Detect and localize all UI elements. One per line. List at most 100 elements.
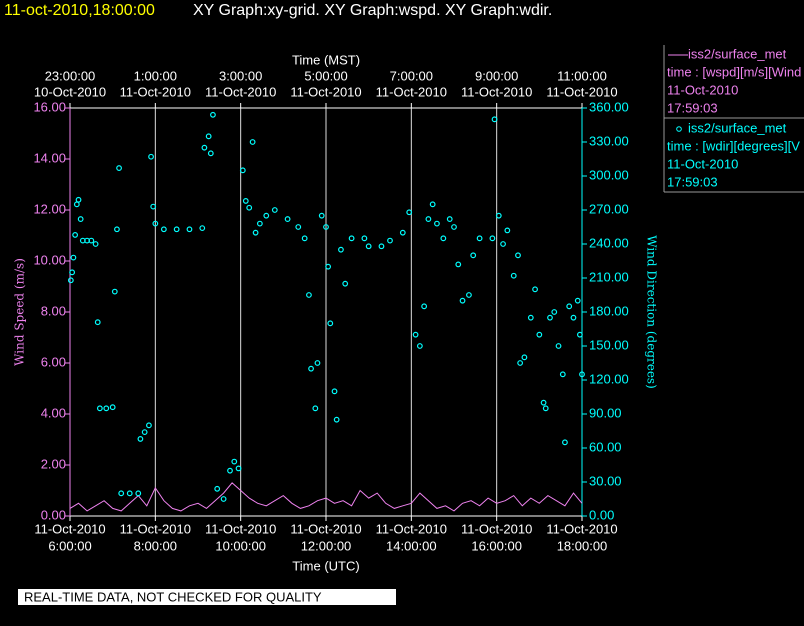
direction-point xyxy=(323,224,329,230)
y2-tick-label: 300.00 xyxy=(589,167,629,182)
direction-point xyxy=(114,226,120,233)
x2-tick-label: 10-Oct-2010 xyxy=(34,84,106,99)
x-tick-label: 11-Oct-2010 xyxy=(461,521,532,536)
direction-point xyxy=(214,485,221,492)
direction-point xyxy=(348,235,355,242)
direction-point xyxy=(470,252,477,259)
direction-point xyxy=(227,467,233,474)
direction-point xyxy=(566,303,573,310)
direction-point xyxy=(421,303,428,310)
direction-point xyxy=(574,297,581,304)
direction-point xyxy=(148,153,154,160)
direction-point xyxy=(239,167,246,174)
speed-line xyxy=(69,482,583,512)
direction-point xyxy=(186,226,193,233)
direction-point xyxy=(146,422,152,429)
direction-point xyxy=(67,277,74,284)
y-tick-label: 0.00 xyxy=(41,507,66,522)
direction-point xyxy=(301,235,308,242)
direction-point xyxy=(249,139,256,145)
x-tick-label: 14:00:00 xyxy=(386,538,437,553)
y2-tick-label: 150.00 xyxy=(589,337,629,352)
direction-point xyxy=(70,254,77,261)
direction-point xyxy=(72,232,79,238)
y2-tick-label: 60.00 xyxy=(589,439,622,454)
direction-point xyxy=(338,246,344,253)
direction-point xyxy=(489,235,496,242)
direction-point xyxy=(327,320,334,327)
direction-point xyxy=(521,354,528,361)
x-tick-label: 8:00:00 xyxy=(134,538,177,553)
y2-tick-label: 270.00 xyxy=(589,201,629,216)
x2-tick-label: 23:00:00 xyxy=(45,68,96,83)
direction-point xyxy=(342,280,349,287)
x2-tick-label: 11-Oct-2010 xyxy=(290,84,361,99)
legend-detail: 17:59:03 xyxy=(667,100,718,115)
x-tick-label: 12:00:00 xyxy=(301,538,352,553)
direction-point xyxy=(476,235,483,242)
direction-point xyxy=(399,229,406,236)
direction-point xyxy=(455,261,462,268)
y2-tick-label: 120.00 xyxy=(589,371,629,386)
direction-point xyxy=(263,212,270,219)
direction-point xyxy=(103,405,110,412)
direction-point xyxy=(160,226,167,233)
direction-point xyxy=(333,416,340,423)
direction-point xyxy=(242,198,249,204)
direction-point xyxy=(491,116,498,123)
y-tick-label: 2.00 xyxy=(41,456,66,471)
direction-point xyxy=(559,371,566,378)
y-tick-label: 10.00 xyxy=(33,252,66,267)
direction-point xyxy=(446,216,453,222)
direction-point xyxy=(540,399,547,406)
direction-point xyxy=(331,388,338,395)
direction-point xyxy=(495,212,502,219)
direction-point xyxy=(137,436,144,442)
direction-point xyxy=(579,371,585,378)
direction-point xyxy=(434,220,440,227)
direction-point xyxy=(547,314,553,321)
x2-tick-label: 11:00:00 xyxy=(557,68,607,83)
direction-point xyxy=(365,243,372,250)
direction-point xyxy=(199,225,206,232)
footer: REAL-TIME DATA, NOT CHECKED FOR QUALITY xyxy=(24,589,322,604)
direction-point xyxy=(532,286,538,293)
direction-point xyxy=(220,496,227,502)
direction-point xyxy=(116,165,122,171)
direction-point xyxy=(517,360,524,366)
legend-detail: 11-Oct-2010 xyxy=(667,82,738,97)
direction-point xyxy=(94,319,101,326)
direction-point xyxy=(73,201,80,208)
direction-point xyxy=(308,365,314,372)
y2-tick-label: 30.00 xyxy=(589,473,622,488)
direction-point xyxy=(387,237,393,244)
y2-tick-label: 210.00 xyxy=(589,269,629,284)
direction-point xyxy=(551,309,558,315)
direction-point xyxy=(504,227,511,234)
direction-point xyxy=(429,201,436,208)
direction-point xyxy=(416,343,423,349)
y-axis-title: Wind Speed (m/s) xyxy=(13,258,27,366)
direction-point xyxy=(500,241,506,247)
x2-tick-label: 9:00:00 xyxy=(475,68,518,83)
direction-point xyxy=(111,288,118,295)
y-tick-label: 16.00 xyxy=(33,99,66,114)
direction-point xyxy=(77,216,84,222)
direction-point xyxy=(318,212,325,219)
direction-point xyxy=(466,292,472,298)
direction-point xyxy=(325,263,332,270)
direction-point xyxy=(314,360,321,366)
direction-point xyxy=(271,207,278,213)
y2-tick-label: 240.00 xyxy=(589,235,629,250)
x-tick-label: 16:00:00 xyxy=(471,538,522,553)
direction-point xyxy=(69,269,76,276)
direction-point xyxy=(536,331,543,338)
direction-point xyxy=(555,343,562,349)
x2-tick-label: 11-Oct-2010 xyxy=(120,84,191,99)
x2-tick-label: 1:00:00 xyxy=(134,68,177,83)
direction-point xyxy=(295,224,302,230)
direction-point xyxy=(542,405,549,412)
direction-point xyxy=(406,209,413,216)
direction-point xyxy=(207,150,214,157)
